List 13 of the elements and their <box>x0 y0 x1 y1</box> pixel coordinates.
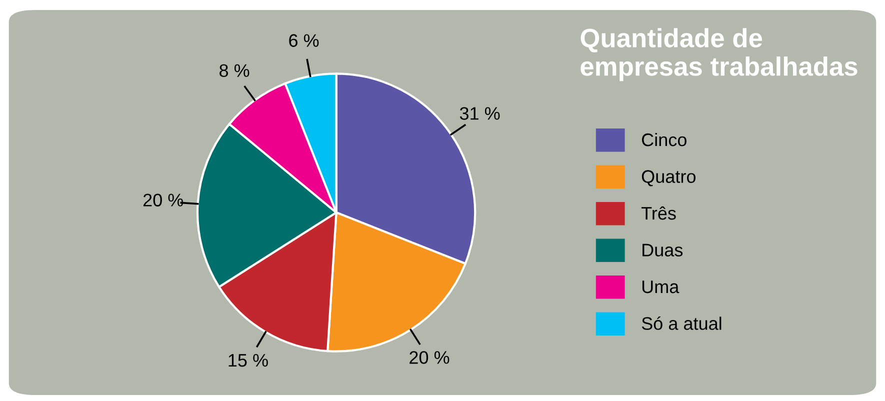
legend-label: Quatro <box>642 170 696 186</box>
data-label: 15 % <box>228 354 268 367</box>
data-label: 20 % <box>143 194 184 206</box>
chart-title: Quantidade de empresas trabalhadas <box>580 28 858 82</box>
legend-label: Uma <box>642 280 680 294</box>
data-label: 20 % <box>410 351 450 364</box>
legend-label: Três <box>641 206 676 220</box>
legend-label: Duas <box>642 244 683 256</box>
legend-label: Cinco <box>642 132 686 146</box>
data-label: 31 % <box>460 107 500 120</box>
legend-label: Só a atual <box>642 316 722 330</box>
data-label: 8 % <box>220 64 250 78</box>
data-label: 6 % <box>289 34 319 47</box>
